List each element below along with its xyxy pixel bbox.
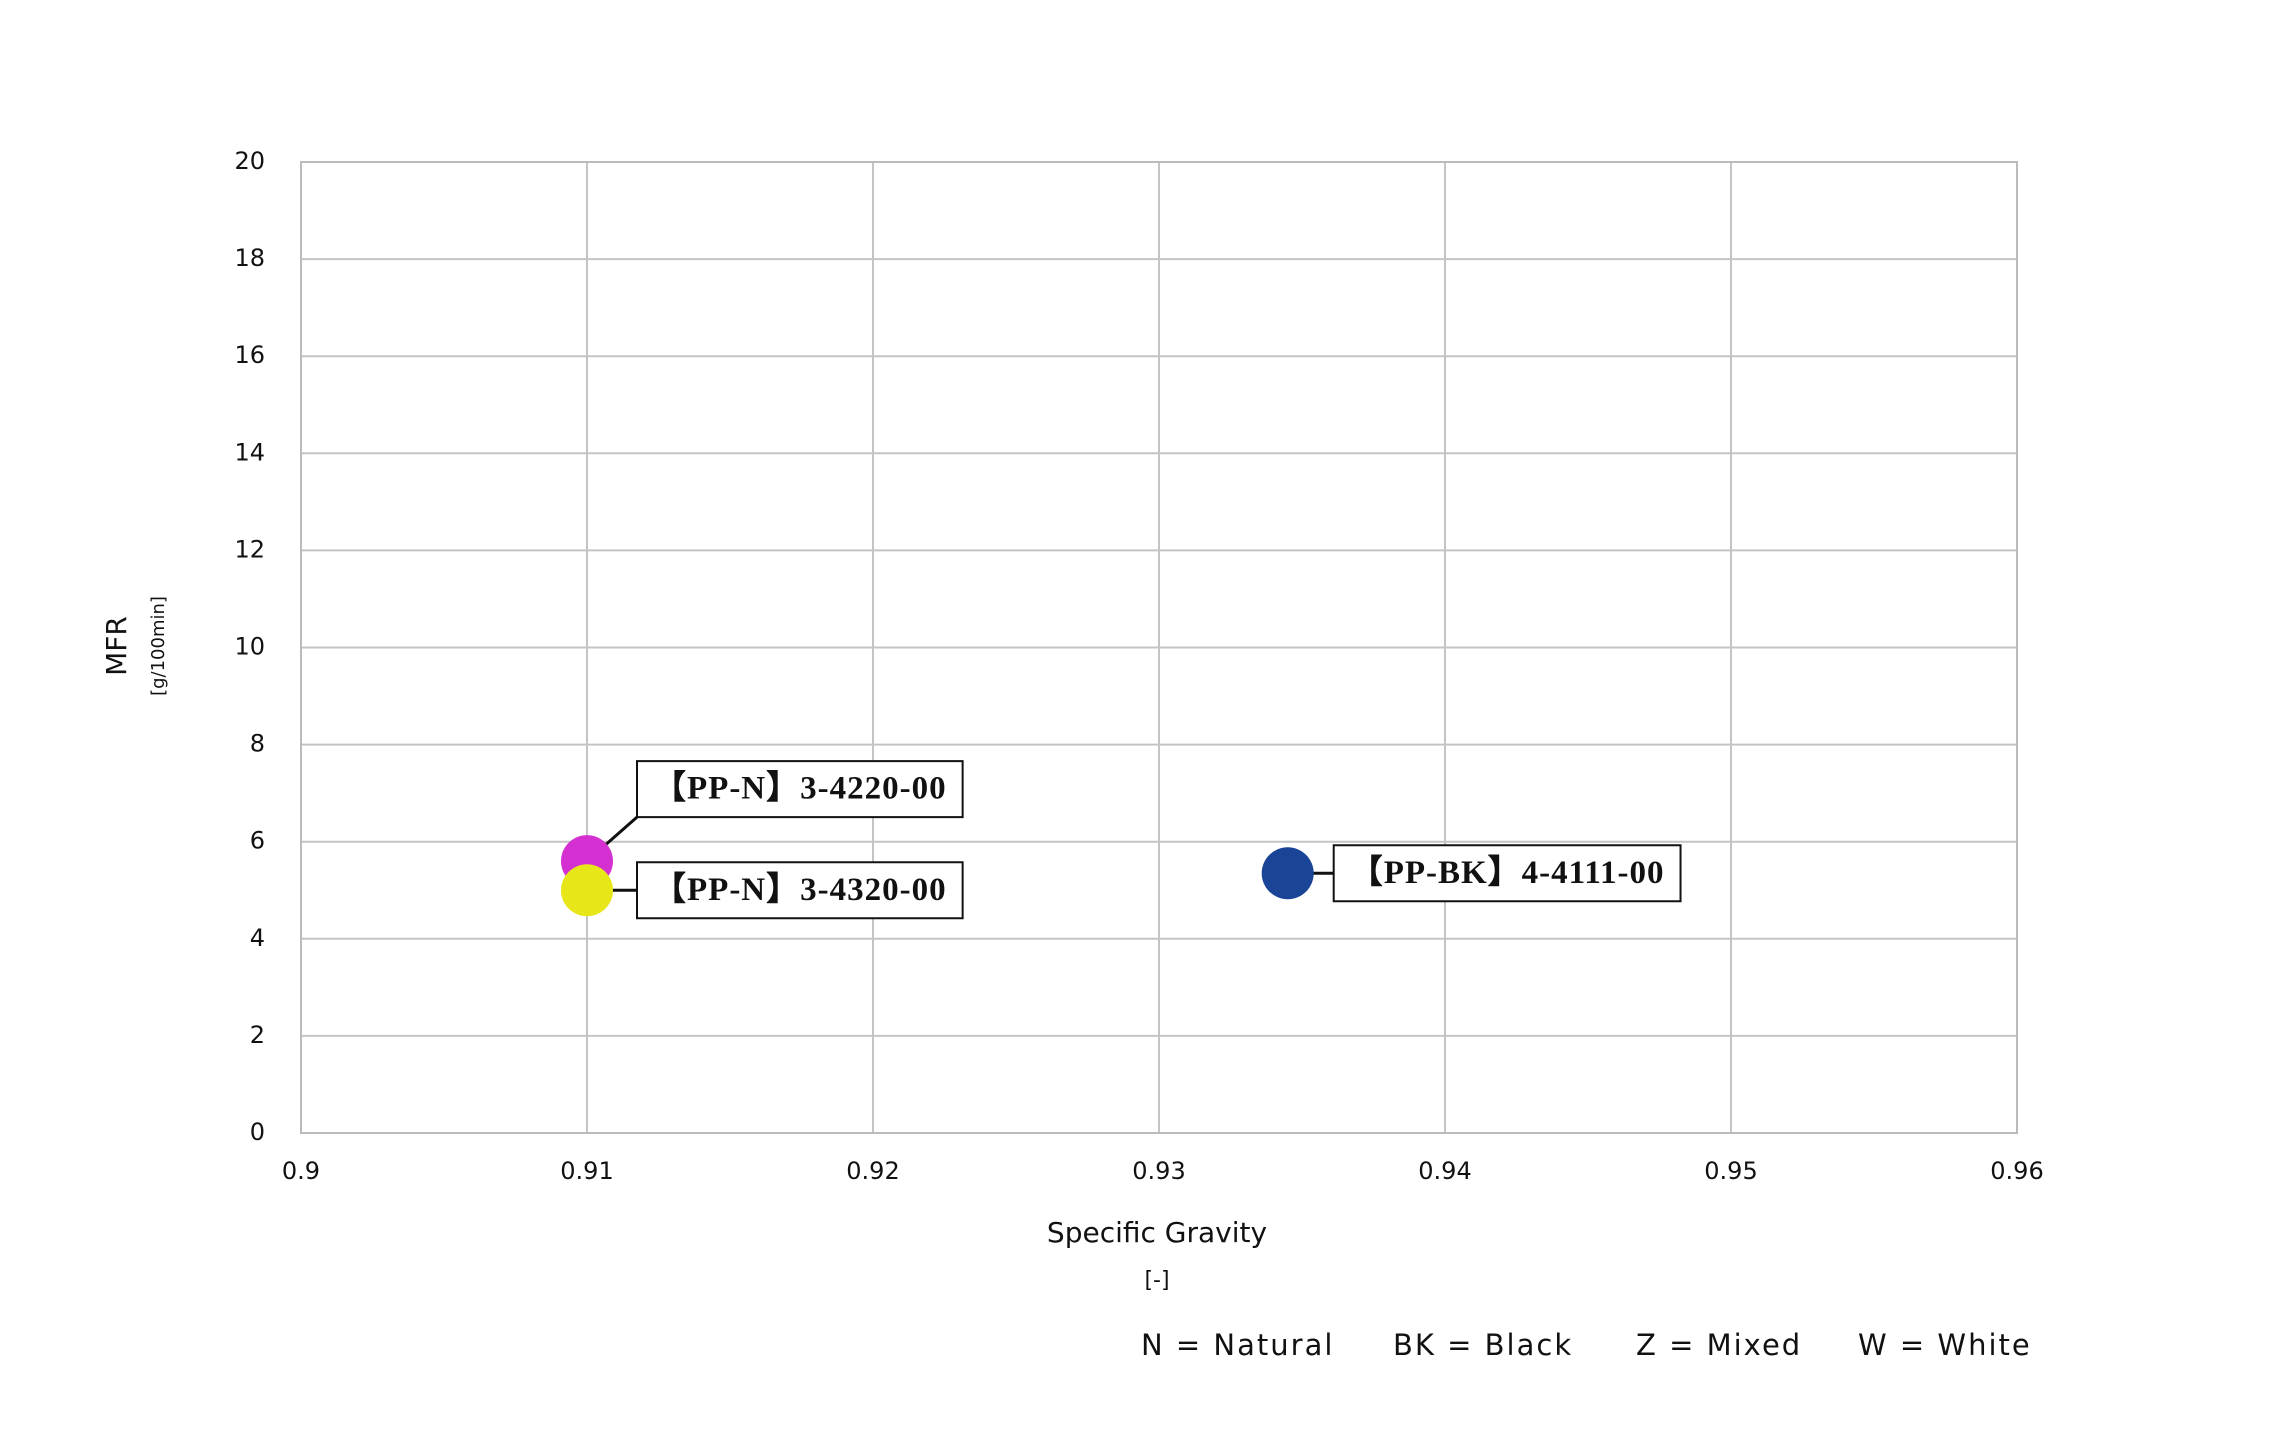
- point-label: 【PP-N】3-4320-00: [653, 871, 947, 908]
- label-box: [1332, 844, 1682, 903]
- y-tick-label: 18: [234, 244, 265, 272]
- y-tick-label: 8: [250, 730, 265, 758]
- point: [561, 864, 613, 917]
- note: W = White: [1858, 1328, 2032, 1362]
- y-tick-label: 6: [250, 827, 265, 855]
- y-tick-label: 20: [234, 147, 265, 175]
- label-box: [636, 861, 964, 920]
- x-axis-title: Specific Gravity: [1047, 1216, 1267, 1249]
- x-axis-unit: [-]: [1144, 1268, 1169, 1293]
- label-box: [636, 760, 964, 819]
- y-tick-label: 14: [234, 438, 265, 466]
- plot-frame: [300, 161, 2018, 1134]
- x-tick-label: 0.96: [1990, 1157, 2043, 1185]
- point: [1261, 847, 1314, 900]
- x-tick-label: 0.91: [560, 1157, 613, 1185]
- y-tick-label: 2: [250, 1021, 265, 1049]
- y-tick-label: 4: [250, 924, 265, 952]
- x-tick-label: 0.92: [846, 1157, 899, 1185]
- x-tick-label: 0.94: [1418, 1157, 1471, 1185]
- y-axis-unit: [g/100min]: [148, 596, 169, 696]
- x-tick-label: 0.9: [282, 1157, 320, 1185]
- x-tick-label: 0.93: [1132, 1157, 1185, 1185]
- point-label: 【PP-BK】4-4111-00: [1350, 854, 1665, 891]
- y-tick-label: 12: [234, 535, 265, 563]
- note: Z = Mixed: [1636, 1328, 1802, 1362]
- y-tick-label: 16: [234, 341, 265, 369]
- y-axis-title: MFR: [100, 616, 133, 676]
- note: N = Natural: [1141, 1328, 1334, 1362]
- x-tick-label: 0.95: [1704, 1157, 1757, 1185]
- y-tick-label: 10: [234, 633, 265, 661]
- y-tick-label: 0: [250, 1118, 265, 1146]
- point-label: 【PP-N】3-4220-00: [653, 770, 947, 807]
- note: BK = Black: [1393, 1328, 1573, 1362]
